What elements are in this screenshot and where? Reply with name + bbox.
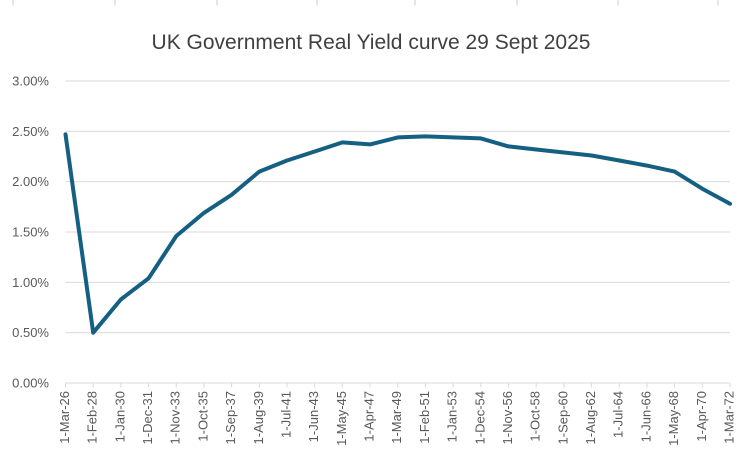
yield-curve-line — [63, 132, 732, 335]
spreadsheet-cell-border-stubs — [12, 0, 719, 6]
x-axis-label: 1-May-68 — [666, 391, 681, 446]
x-axis-label: 1-Nov-33 — [168, 391, 183, 444]
x-axis-label: 1-Sep-60 — [555, 391, 570, 444]
x-axis-label: 1-Mar-26 — [57, 391, 72, 444]
x-axis-label: 1-Dec-54 — [472, 391, 487, 444]
x-axis-label: 1-Jan-30 — [112, 391, 127, 442]
x-axis-label: 1-Oct-58 — [528, 391, 543, 442]
y-axis-label: 2.50% — [12, 124, 49, 139]
x-axis-label: 1-Feb-51 — [417, 391, 432, 444]
x-axis-label: 1-Apr-47 — [362, 391, 377, 442]
x-axis-label: 1-Oct-35 — [195, 391, 210, 442]
x-axis-label: 1-Aug-62 — [583, 391, 598, 444]
y-axis-label: 0.00% — [12, 376, 49, 391]
y-axis-label: 1.50% — [12, 225, 49, 240]
x-axis-label: 1-Sep-37 — [223, 391, 238, 444]
y-axis-label: 0.50% — [12, 325, 49, 340]
x-axis-label: 1-Jul-64 — [611, 391, 626, 438]
x-axis-label: 1-Jun-66 — [638, 391, 653, 442]
x-axis-label: 1-Mar-49 — [389, 391, 404, 444]
x-axis-label: 1-Apr-70 — [694, 391, 709, 442]
x-axis-label: 1-Aug-39 — [251, 391, 266, 444]
x-axis-label: 1-Mar-72 — [721, 391, 736, 444]
x-axis-label: 1-Nov-56 — [500, 391, 515, 444]
x-axis-labels: 1-Mar-26 1-Feb-28 1-Jan-30 1-Dec-31 1-Nov-33… — [57, 391, 737, 446]
x-axis-label: 1-Feb-28 — [85, 391, 100, 444]
x-axis-label: 1-Jun-43 — [306, 391, 321, 442]
y-axis-labels: 0.00% 0.50% 1.00% 1.50% 2.00% 2.50% 3.00% — [12, 74, 49, 391]
y-axis-label: 2.00% — [12, 174, 49, 189]
x-axis-label: 1-May-45 — [334, 391, 349, 446]
y-axis-label: 1.00% — [12, 275, 49, 290]
y-axis-label: 3.00% — [12, 74, 49, 89]
chart-title: UK Government Real Yield curve 29 Sept 2… — [152, 31, 591, 54]
y-gridlines — [65, 80, 730, 384]
x-axis-label: 1-Dec-31 — [140, 391, 155, 444]
x-axis — [65, 383, 731, 388]
x-axis-label: 1-Jul-41 — [278, 391, 293, 438]
x-axis-label: 1-Jan-53 — [445, 391, 460, 442]
